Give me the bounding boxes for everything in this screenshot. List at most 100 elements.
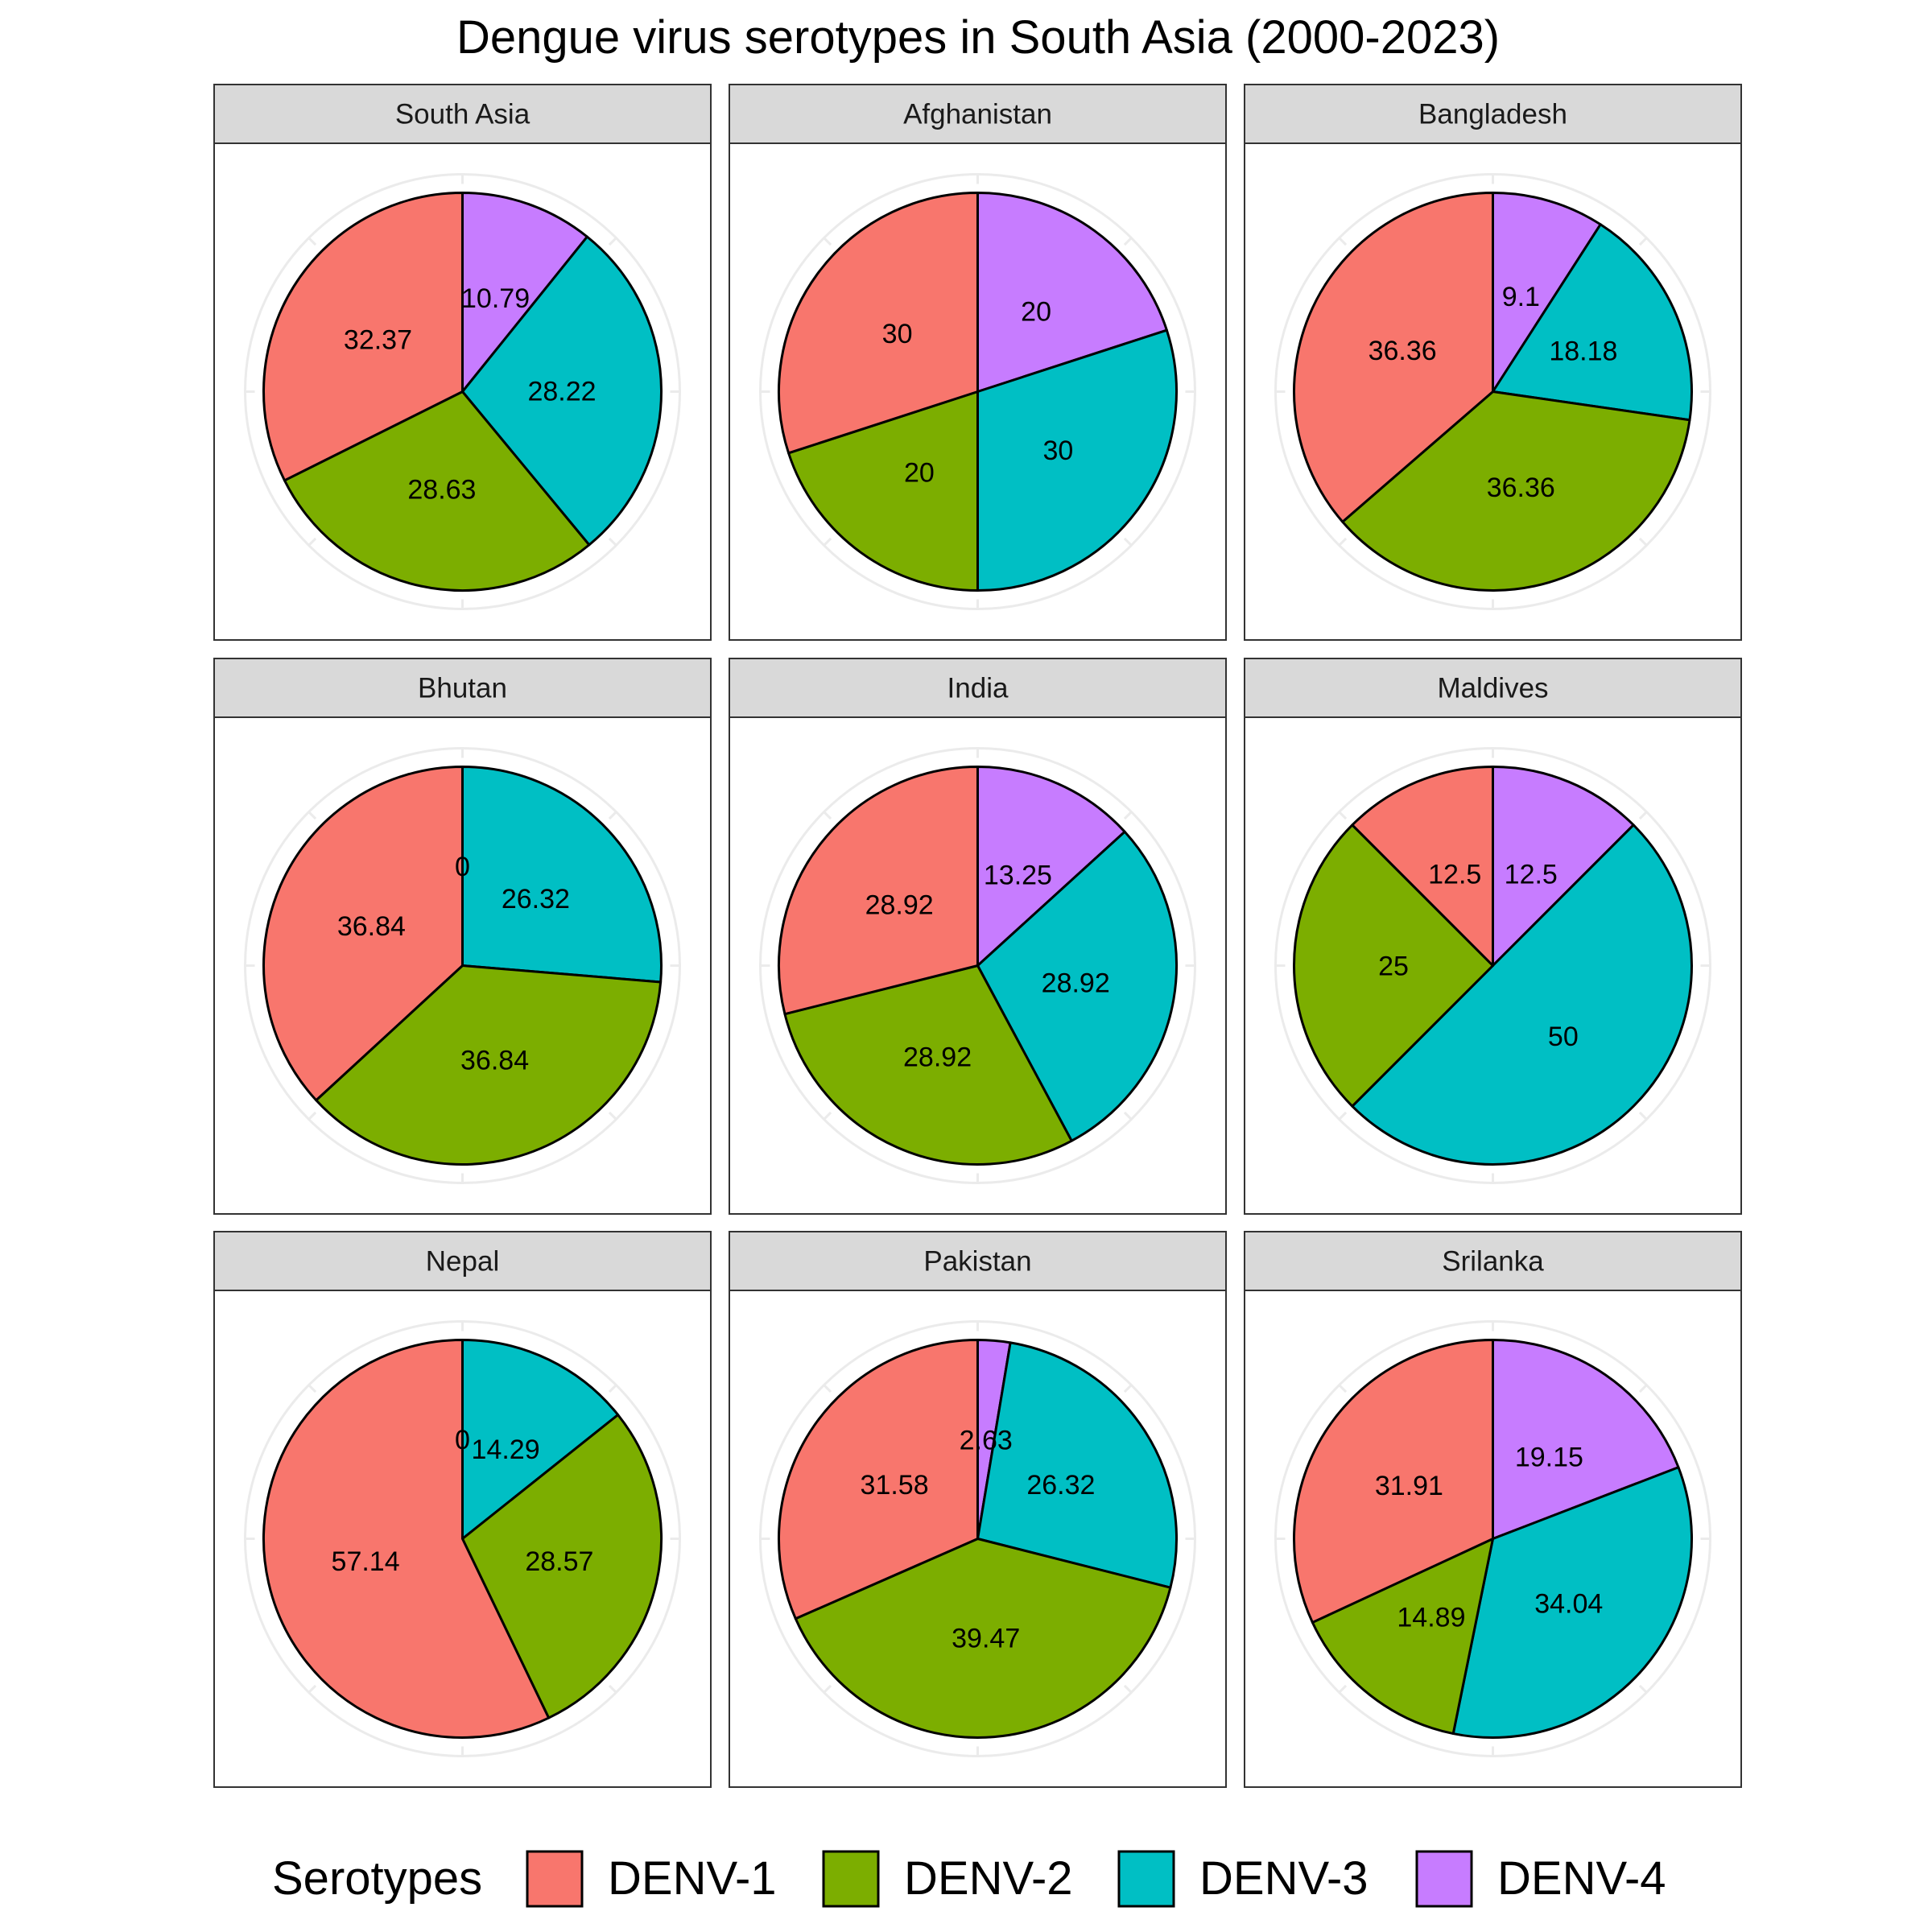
grid-tick bbox=[1123, 237, 1133, 246]
facet-title: Srilanka bbox=[1442, 1246, 1544, 1278]
legend-title: Serotypes bbox=[272, 1852, 482, 1905]
polar-grid bbox=[1274, 173, 1711, 610]
legend-label: DENV-2 bbox=[904, 1852, 1073, 1905]
facet-title: Nepal bbox=[426, 1246, 499, 1278]
value-labels: 0 14.29 28.57 57.14 bbox=[332, 1425, 594, 1577]
pie-slices bbox=[1293, 192, 1693, 592]
grid-tick bbox=[1638, 537, 1648, 547]
value-label-denv-1: 36.36 bbox=[1368, 336, 1437, 366]
pie-slice-denv-1 bbox=[1293, 192, 1494, 523]
value-labels: 0 26.32 36.84 36.84 bbox=[337, 852, 570, 1075]
facet-south-asia: South Asia 10.79 28.22 28.63 32.37 bbox=[213, 84, 712, 641]
polar-grid bbox=[1274, 747, 1711, 1184]
pie-slice-denv-2 bbox=[283, 390, 591, 592]
value-label-denv-1: 31.91 bbox=[1375, 1471, 1443, 1501]
facet-afghanistan: Afghanistan 20 30 20 30 bbox=[729, 84, 1227, 641]
facet-pakistan: Pakistan 2.63 26.32 39.47 31.58 bbox=[729, 1231, 1227, 1788]
facet-strip bbox=[1244, 658, 1742, 718]
pie-slice-denv-1 bbox=[778, 766, 979, 1016]
pie-slice-denv-4 bbox=[1492, 1339, 1680, 1540]
value-label-denv-1: 12.5 bbox=[1428, 859, 1481, 890]
facet-title: Afghanistan bbox=[903, 99, 1052, 130]
grid-tick bbox=[1123, 1684, 1133, 1694]
facet-strip bbox=[1244, 1231, 1742, 1291]
facet-india: India 13.25 28.92 28.92 28.92 bbox=[729, 658, 1227, 1215]
grid-tick bbox=[1638, 811, 1648, 820]
grid-tick bbox=[608, 1111, 617, 1121]
facet-title: Maldives bbox=[1437, 673, 1548, 704]
pie-slices bbox=[778, 1338, 1178, 1739]
value-labels: 19.15 34.04 14.89 31.91 bbox=[1375, 1443, 1603, 1633]
grid-tick bbox=[823, 811, 832, 820]
pie-slices bbox=[262, 192, 663, 592]
pie-slice-denv-3 bbox=[461, 1339, 620, 1540]
pie-slice-denv-2 bbox=[461, 1414, 663, 1719]
value-label-denv-3: 26.32 bbox=[502, 884, 570, 914]
value-labels: 9.1 18.18 36.36 36.36 bbox=[1368, 282, 1618, 503]
pie-slice-denv-1 bbox=[1351, 766, 1494, 967]
value-label-denv-4: 0 bbox=[455, 852, 470, 882]
value-labels: 10.79 28.22 28.63 32.37 bbox=[344, 283, 597, 505]
pie-slice-denv-2 bbox=[794, 1538, 1172, 1739]
pie-slice-denv-1 bbox=[778, 1339, 979, 1620]
value-label-denv-3: 14.29 bbox=[472, 1435, 540, 1465]
chart-title: Dengue virus serotypes in South Asia (20… bbox=[456, 11, 1500, 64]
legend-swatch bbox=[822, 1850, 880, 1908]
pie-slice-denv-3 bbox=[1492, 223, 1693, 422]
pie-slice-denv-3 bbox=[976, 830, 1178, 1142]
pie-slice-denv-4 bbox=[976, 766, 1126, 967]
value-label-denv-2: 20 bbox=[904, 457, 935, 488]
grid-tick bbox=[823, 1384, 832, 1393]
grid-tick bbox=[1638, 1684, 1648, 1694]
grid-tick bbox=[608, 237, 617, 246]
value-label-denv-4: 12.5 bbox=[1505, 859, 1558, 890]
facet-strip bbox=[729, 1231, 1227, 1291]
polar-grid bbox=[244, 747, 681, 1184]
pie-slices bbox=[1293, 1339, 1693, 1739]
pie-slice-denv-3 bbox=[1451, 1466, 1693, 1739]
facet-bhutan: Bhutan 0 26.32 36.84 36.84 bbox=[213, 658, 712, 1215]
grid-tick bbox=[1338, 237, 1348, 246]
grid-tick bbox=[308, 811, 317, 820]
pie-slice-denv-2 bbox=[1341, 390, 1691, 592]
pie-slice-denv-1 bbox=[262, 192, 464, 482]
legend-entry-denv-2: DENV-2 bbox=[822, 1850, 1073, 1908]
grid-tick bbox=[1123, 811, 1133, 820]
facet-strip bbox=[729, 658, 1227, 718]
value-label-denv-4: 0 bbox=[455, 1425, 470, 1455]
value-label-denv-1: 36.84 bbox=[337, 911, 406, 942]
pie-slices bbox=[1292, 766, 1694, 1166]
pie-slice-denv-4 bbox=[1492, 192, 1602, 393]
value-label-denv-2: 36.84 bbox=[460, 1045, 529, 1075]
legend-label: DENV-1 bbox=[608, 1852, 777, 1905]
facet-panels: South Asia 10.79 28.22 28.63 32.37 Afghanista… bbox=[213, 84, 1742, 1788]
value-label-denv-2: 39.47 bbox=[952, 1624, 1020, 1654]
pie-slice-denv-3 bbox=[976, 1341, 1178, 1589]
pie-slice-denv-4 bbox=[461, 192, 588, 393]
value-label-denv-4: 10.79 bbox=[461, 283, 530, 314]
grid-tick bbox=[823, 537, 832, 547]
facet-strip bbox=[729, 84, 1227, 144]
facet-title: India bbox=[947, 673, 1009, 704]
value-label-denv-3: 34.04 bbox=[1534, 1588, 1603, 1619]
grid-tick bbox=[823, 237, 832, 246]
value-labels: 12.5 50 25 12.5 bbox=[1378, 859, 1579, 1051]
pie-slice-denv-2 bbox=[1311, 1538, 1494, 1736]
grid-tick bbox=[1338, 811, 1348, 820]
grid-tick bbox=[608, 1684, 617, 1694]
facet-strip bbox=[213, 1231, 712, 1291]
value-labels: 2.63 26.32 39.47 31.58 bbox=[861, 1425, 1096, 1653]
value-label-denv-3: 28.92 bbox=[1042, 968, 1110, 998]
legend-label: DENV-3 bbox=[1199, 1852, 1368, 1905]
pie-slice-denv-4 bbox=[976, 192, 1168, 393]
legend-entry-denv-4: DENV-4 bbox=[1415, 1850, 1666, 1908]
facet-strip bbox=[213, 658, 712, 718]
value-label-denv-3: 26.32 bbox=[1026, 1470, 1095, 1501]
pie-slices bbox=[262, 1339, 663, 1739]
grid-tick bbox=[1638, 1384, 1648, 1393]
grid-tick bbox=[1123, 537, 1133, 547]
legend-entry-denv-1: DENV-1 bbox=[526, 1850, 777, 1908]
pie-slice-denv-2 bbox=[787, 390, 979, 592]
grid-tick bbox=[1338, 1384, 1348, 1393]
